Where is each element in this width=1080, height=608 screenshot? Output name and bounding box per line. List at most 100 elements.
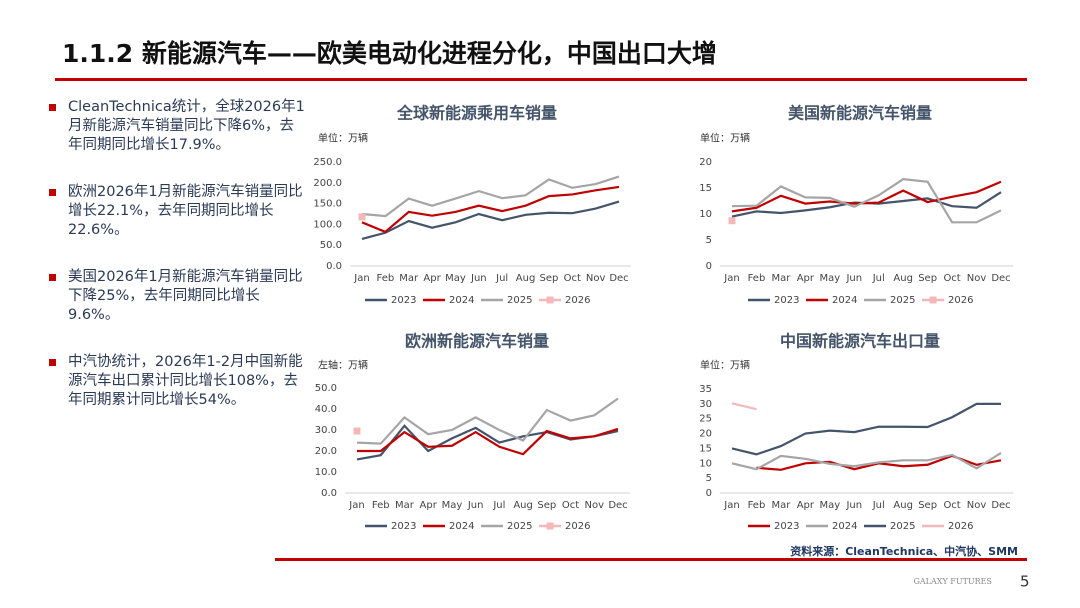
y-tick-label: 0 xyxy=(706,488,712,499)
x-tick-label: Dec xyxy=(991,500,1010,511)
y-tick-label: 10.0 xyxy=(315,467,337,478)
y-tick-label: 150.0 xyxy=(313,199,342,210)
x-tick-label: Mar xyxy=(399,273,419,284)
x-tick-label: Apr xyxy=(420,500,438,511)
source: 资料来源：CleanTechnica、中汽协、SMM xyxy=(790,544,1018,558)
x-tick-label: Feb xyxy=(748,273,766,284)
series-line xyxy=(731,178,1002,224)
unit-label: 单位：万辆 xyxy=(700,359,750,372)
x-tick-label: Jul xyxy=(872,273,885,284)
series-line xyxy=(357,427,619,456)
y-tick-label: 15 xyxy=(699,443,712,454)
y-tick-label: 5 xyxy=(706,235,712,246)
x-tick-label: Jan xyxy=(348,500,364,511)
point xyxy=(728,217,736,225)
bullet: 中汽协统计，2026年1-2月中国新能源汽车出口累计同比增长108%，去年同期累… xyxy=(49,353,308,410)
y-tick-label: 0.0 xyxy=(326,261,342,272)
point xyxy=(353,427,361,435)
x-tick-label: Feb xyxy=(748,500,766,511)
series-line xyxy=(731,451,1002,471)
x-tick-label: Sep xyxy=(539,273,558,284)
x-tick-label: Dec xyxy=(609,273,628,284)
x-tick-label: Nov xyxy=(585,500,605,511)
series-line xyxy=(361,200,620,241)
x-tick-label: Dec xyxy=(991,273,1010,284)
x-tick-label: Jan xyxy=(353,273,369,284)
legend-label: 2026 xyxy=(565,295,590,306)
x-tick-label: Oct xyxy=(564,273,581,284)
legend-label: 2026 xyxy=(948,295,973,306)
slide-title: 1.1.2 新能源汽车——欧美电动化进程分化，中国出口大增 xyxy=(62,39,717,68)
legend-label: 2023 xyxy=(391,521,416,532)
x-tick-label: Mar xyxy=(771,273,791,284)
y-tick-label: 20.0 xyxy=(315,446,337,457)
point xyxy=(358,213,366,221)
series-line xyxy=(731,180,1002,213)
x-tick-label: Feb xyxy=(372,500,390,511)
x-tick-label: May xyxy=(819,273,840,284)
unit-label: 左轴：万辆 xyxy=(318,359,368,372)
x-tick-label: May xyxy=(445,273,466,284)
legend-marker xyxy=(546,522,554,530)
series-line xyxy=(356,424,619,461)
y-tick-label: 100.0 xyxy=(313,219,342,230)
x-tick-label: Nov xyxy=(967,500,987,511)
series-line xyxy=(361,185,620,234)
series-line xyxy=(361,175,620,218)
x-tick-label: May xyxy=(442,500,463,511)
x-tick-label: Aug xyxy=(893,273,913,284)
x-tick-label: May xyxy=(819,500,840,511)
legend-label: 2025 xyxy=(890,295,915,306)
y-tick-label: 10 xyxy=(699,209,712,220)
x-tick-label: Mar xyxy=(771,500,791,511)
legend-label: 2025 xyxy=(507,521,532,532)
y-tick-label: 50.0 xyxy=(315,383,337,394)
x-tick-label: Jul xyxy=(872,500,885,511)
legend-label: 2025 xyxy=(507,295,532,306)
y-tick-label: 250.0 xyxy=(313,157,342,168)
x-tick-label: Feb xyxy=(377,273,395,284)
x-tick-label: Aug xyxy=(893,500,913,511)
legend-marker xyxy=(929,296,937,304)
x-tick-label: Jul xyxy=(495,273,508,284)
x-tick-label: Sep xyxy=(918,500,937,511)
legend-marker xyxy=(546,296,554,304)
x-tick-label: Jun xyxy=(470,273,487,284)
x-tick-label: Apr xyxy=(797,273,815,284)
x-tick-label: Apr xyxy=(423,273,441,284)
x-tick-label: Jul xyxy=(492,500,505,511)
title-rule xyxy=(55,78,1027,81)
x-tick-label: Jun xyxy=(845,500,862,511)
legend-label: 2025 xyxy=(890,521,915,532)
legend-label: 2023 xyxy=(774,521,799,532)
x-tick-label: Oct xyxy=(943,273,960,284)
bullet: 美国2026年1月新能源汽车销量同比下降25%，去年同期同比增长9.6%。 xyxy=(49,268,308,325)
x-tick-label: Sep xyxy=(918,273,937,284)
y-tick-label: 20 xyxy=(699,157,712,168)
chart-title: 中国新能源汽车出口量 xyxy=(780,332,940,351)
y-tick-label: 25 xyxy=(699,414,712,425)
series-line xyxy=(731,402,1001,456)
bullet: CleanTechnica统计，全球2026年1月新能源汽车销量同比下降6%，去… xyxy=(49,98,308,155)
x-tick-label: Dec xyxy=(608,500,627,511)
y-tick-label: 15 xyxy=(699,183,712,194)
y-tick-label: 0.0 xyxy=(321,488,337,499)
x-tick-label: Jun xyxy=(845,273,862,284)
x-tick-label: Oct xyxy=(562,500,579,511)
legend-label: 2024 xyxy=(449,295,474,306)
page-number: 5 xyxy=(1020,573,1030,591)
source-rule xyxy=(275,558,1027,561)
chart-title: 全球新能源乘用车销量 xyxy=(396,104,557,123)
series-line xyxy=(731,402,757,411)
y-tick-label: 200.0 xyxy=(313,178,342,189)
series-line xyxy=(356,397,619,445)
y-tick-label: 5 xyxy=(706,473,712,484)
x-tick-label: Apr xyxy=(797,500,815,511)
x-tick-label: Aug xyxy=(513,500,533,511)
legend-label: 2023 xyxy=(391,295,416,306)
x-tick-label: Nov xyxy=(967,273,987,284)
y-tick-label: 30.0 xyxy=(315,425,337,436)
chart-title: 欧洲新能源汽车销量 xyxy=(405,332,549,351)
